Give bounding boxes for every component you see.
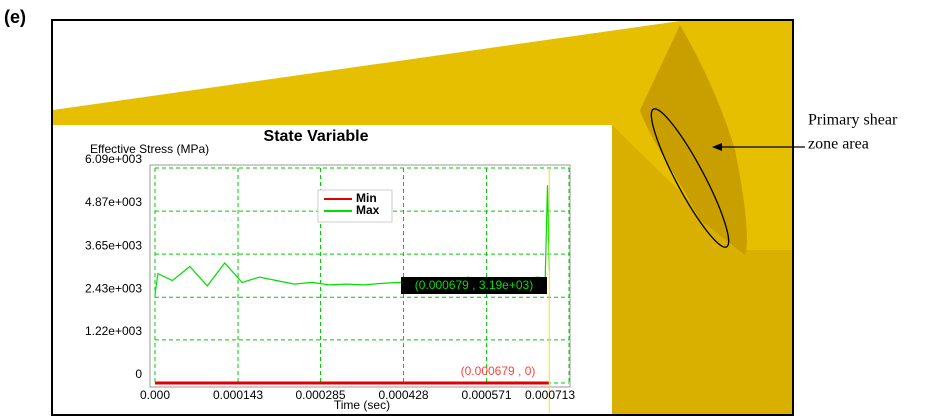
y-tick-label: 3.65e+003 (85, 238, 142, 252)
legend (318, 190, 392, 222)
y-tick-label: 4.87e+003 (85, 195, 142, 209)
callout-text: zone area (808, 136, 869, 153)
panel-label: (e) (4, 7, 26, 27)
legend-label: Max (356, 203, 380, 217)
x-tick-label: 0.000143 (213, 388, 263, 402)
x-tick-label: 0.000428 (378, 388, 428, 402)
x-tick-label: 0.000571 (462, 388, 512, 402)
chart-title: State Variable (264, 128, 369, 145)
x-tick-label: 0.000285 (295, 388, 345, 402)
annotation: (0.000679 , 3.19e+03) (415, 278, 533, 292)
y-tick-label: 6.09e+003 (85, 152, 142, 166)
y-tick-label: 1.22e+003 (85, 324, 142, 338)
callout-text: Primary shear (808, 112, 898, 129)
y-tick-label: 2.43e+003 (85, 281, 142, 295)
figure: Primary shear zone area (e) State Variab… (0, 0, 940, 418)
annotation: (0.000679 , 0) (461, 364, 536, 378)
y-tick-label: 0 (135, 367, 142, 381)
page: {"figure": {"panel_label": "(e)", "callo… (0, 0, 940, 418)
x-tick-label: 0.000713 (525, 388, 575, 402)
x-tick-label: 0.000 (140, 388, 170, 402)
